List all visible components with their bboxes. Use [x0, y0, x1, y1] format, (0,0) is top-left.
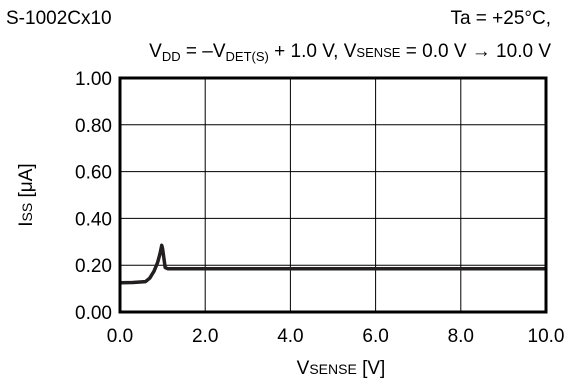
plot-frame [118, 76, 548, 314]
grid [120, 78, 546, 312]
chart-condition: VDD = –VDET(S) + 1.0 V, VSENSE = 0.0 V →… [149, 41, 551, 64]
y-tick-label: 1.00 [75, 69, 112, 90]
x-tick-label: 6.0 [362, 326, 388, 347]
x-tick-label: 10.0 [528, 326, 565, 347]
y-tick-label: 0.60 [75, 163, 112, 184]
y-tick-labels: 0.00 0.20 0.40 0.60 0.80 1.00 [75, 69, 112, 324]
x-tick-label: 0.0 [107, 326, 133, 347]
series-line [119, 243, 546, 285]
x-tick-label: 4.0 [277, 326, 303, 347]
y-tick-label: 0.00 [75, 303, 112, 324]
chart-title-right: Ta = +25°C, [450, 8, 551, 29]
y-tick-label: 0.20 [75, 256, 112, 277]
y-axis-label: ISS [μA] [16, 163, 37, 226]
series-group [119, 243, 546, 285]
x-axis-label: VSENSE [V] [297, 358, 386, 379]
y-tick-label: 0.80 [75, 116, 112, 137]
x-tick-label: 8.0 [448, 326, 474, 347]
chart-title-left: S-1002Cx10 [6, 8, 112, 29]
x-tick-labels: 0.0 2.0 4.0 6.0 8.0 10.0 [107, 326, 565, 347]
y-tick-label: 0.40 [75, 209, 112, 230]
x-tick-label: 2.0 [192, 326, 218, 347]
